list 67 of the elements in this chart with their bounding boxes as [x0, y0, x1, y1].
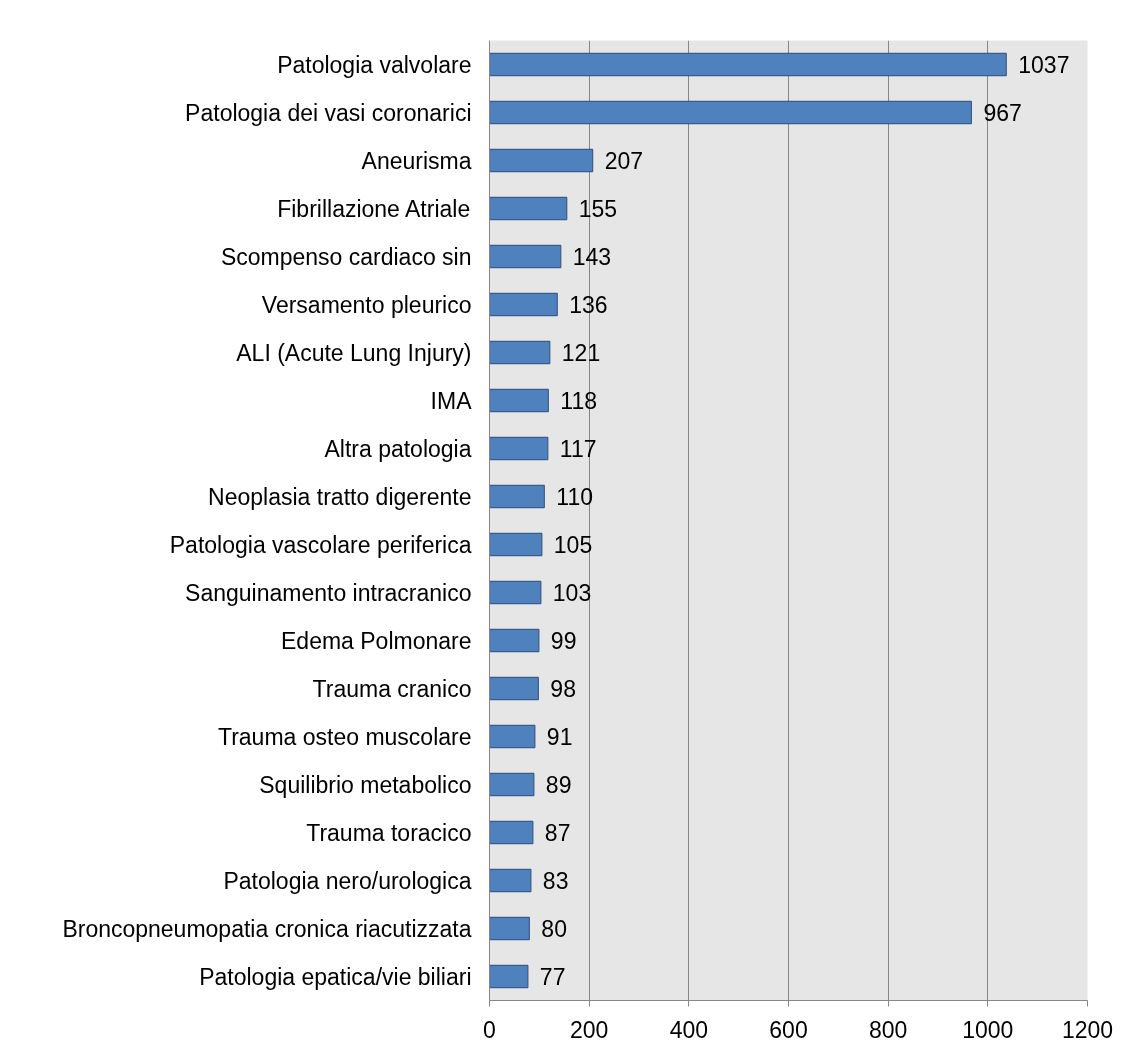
data-label: 87: [544, 820, 571, 846]
y-tick-label: Patologia epatica/vie biliari: [199, 963, 472, 990]
bar: [489, 532, 543, 557]
y-tick-label: ALI (Acute Lung Injury): [236, 339, 472, 366]
y-tick-label: Fibrillazione Atriale: [277, 195, 471, 222]
data-label: 103: [552, 580, 592, 606]
x-tick-label: 1200: [1061, 1016, 1114, 1043]
data-label: 105: [553, 532, 593, 558]
bar: [489, 676, 539, 701]
bar: [489, 916, 530, 941]
y-tick-label: Neoplasia tratto digerente: [208, 483, 472, 510]
y-tick-label: Aneurisma: [361, 147, 472, 174]
data-label: 117: [559, 436, 597, 462]
y-tick-label: Squilibrio metabolico: [259, 771, 472, 798]
bar: [489, 244, 562, 269]
y-tick-label: IMA: [430, 387, 473, 414]
y-tick-label: Patologia nero/urologica: [223, 867, 472, 894]
bar: [489, 100, 972, 125]
data-label: 1037: [1018, 52, 1070, 78]
y-tick-label: Trauma osteo muscolare: [217, 723, 472, 750]
data-label: 121: [561, 340, 601, 366]
bar: [489, 772, 535, 797]
y-tick-label: Trauma toracico: [306, 819, 472, 846]
x-tick-label: 800: [868, 1016, 908, 1043]
bar: [489, 196, 568, 221]
y-tick-label: Trauma cranico: [312, 675, 472, 702]
data-label: 77: [539, 964, 566, 990]
y-tick-label: Edema Polmonare: [281, 627, 472, 654]
data-label: 967: [983, 100, 1022, 126]
bar: [489, 628, 540, 653]
bar: [489, 868, 532, 893]
data-label: 207: [604, 148, 644, 174]
y-tick-label: Scompenso cardiaco sin: [220, 243, 472, 270]
bar: [489, 292, 558, 317]
data-label: 83: [542, 868, 569, 894]
bar: [489, 436, 549, 461]
bar: [489, 964, 529, 989]
bar: [489, 52, 1007, 77]
bar: [489, 484, 545, 509]
y-tick-label: Altra patologia: [324, 435, 472, 462]
x-tick-label: 600: [769, 1016, 808, 1043]
bar: [489, 148, 594, 173]
data-label: 91: [546, 724, 573, 750]
y-tick-label: Broncopneumopatia cronica riacutizzata: [62, 915, 472, 942]
data-label: 110: [556, 484, 593, 510]
bar: [489, 820, 534, 845]
y-tick-label: Sanguinamento intracranico: [185, 579, 472, 606]
data-label: 136: [569, 292, 608, 318]
bar: [489, 388, 549, 413]
data-label: 80: [541, 916, 567, 942]
bar: [489, 580, 542, 605]
data-label: 118: [560, 388, 597, 414]
y-tick-label: Patologia vascolare periferica: [169, 531, 472, 558]
bar: [489, 724, 536, 749]
y-tick-label: Patologia valvolare: [277, 51, 472, 78]
x-tick-label: 400: [669, 1016, 709, 1043]
x-tick-label: 0: [483, 1016, 496, 1043]
data-label: 99: [550, 628, 577, 654]
data-label: 155: [578, 196, 618, 222]
x-tick-label: 1000: [962, 1016, 1014, 1043]
bar: [489, 340, 551, 365]
data-label: 143: [572, 244, 612, 270]
data-label: 98: [550, 676, 576, 702]
y-tick-label: Patologia dei vasi coronarici: [185, 99, 472, 126]
data-label: 89: [545, 772, 572, 798]
x-tick-label: 200: [569, 1016, 609, 1043]
y-tick-label: Versamento pleurico: [261, 291, 472, 318]
